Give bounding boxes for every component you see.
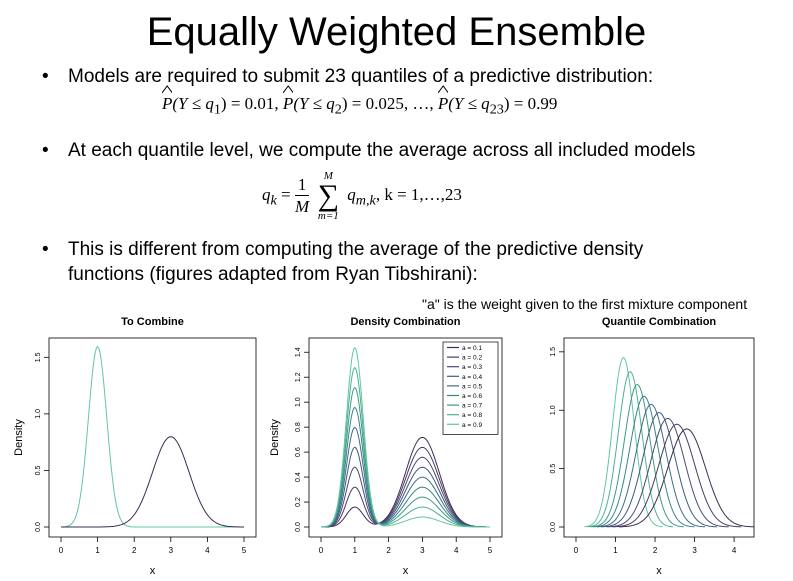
bullet-3-text-line-2: functions (figures adapted from Ryan Tib… <box>68 264 478 285</box>
bullet-marker: • <box>42 66 49 87</box>
chart-panel-1: To Combine 0 1 2 3 4 5 x 0.0 0.5 1.0 1.5 Density <box>13 316 257 577</box>
y-tick-label: 0.0 <box>550 522 557 532</box>
chart-title: To Combine <box>121 316 184 328</box>
mixture-curve-a-0.3 <box>320 456 491 528</box>
quantile-curve-4 <box>593 395 695 528</box>
x-tick-label: 2 <box>386 546 391 555</box>
summation: M ∑ m=1 <box>317 170 340 222</box>
slide-title: Equally Weighted Ensemble <box>146 10 647 54</box>
y-tick-label: 0.4 <box>295 472 302 482</box>
y-tick-label: 0.6 <box>295 447 302 457</box>
legend-entry: a = 0.3 <box>462 364 482 371</box>
y-tick-label: 1.0 <box>295 397 302 407</box>
y-tick-label: 1.5 <box>550 347 557 357</box>
legend-entry: a = 0.4 <box>462 374 482 381</box>
legend-entry: a = 0.6 <box>462 393 482 400</box>
mixture-curve-a-0.8 <box>320 366 490 528</box>
p-hat-1: P <box>162 85 173 114</box>
quantile-curve-3 <box>590 384 684 528</box>
quantile-curve-7 <box>606 417 729 528</box>
x-tick-label: 1 <box>95 546 100 555</box>
legend-entry: a = 0.1 <box>462 345 482 352</box>
legend-entry: a = 0.2 <box>462 355 482 362</box>
y-tick-label: 0.5 <box>550 464 557 474</box>
mixture-curve-a-0.9 <box>320 346 490 528</box>
quantile-curve-5 <box>597 403 706 528</box>
x-tick-label: 0 <box>574 546 579 555</box>
bullet-marker: • <box>42 239 49 260</box>
y-tick-label: 0.8 <box>295 422 302 432</box>
p-hat-3: P <box>437 85 449 114</box>
mixture-curve-a-0.2 <box>320 446 490 528</box>
x-axis-label: x <box>150 565 156 577</box>
x-tick-label: 1 <box>613 546 618 555</box>
plot-frame <box>563 337 755 538</box>
mixture-curve-a-0.6 <box>320 406 491 528</box>
mixture-curve-a-0.5 <box>320 426 490 528</box>
mixture-curve-a-0.1 <box>321 436 491 528</box>
quantile-curve-9 <box>619 428 755 528</box>
y-tick-label: 1.0 <box>550 405 557 415</box>
x-tick-label: 4 <box>205 546 210 555</box>
x-tick-label: 5 <box>488 546 493 555</box>
legend-entry: a = 0.7 <box>462 403 482 410</box>
plot-frame <box>48 337 257 538</box>
x-tick-label: 5 <box>242 546 247 555</box>
x-tick-label: 2 <box>653 546 658 555</box>
y-tick-label: 1.2 <box>295 372 302 382</box>
y-axis-label: Density <box>13 419 25 456</box>
x-tick-label: 0 <box>59 546 64 555</box>
x-tick-label: 3 <box>420 546 425 555</box>
x-axis-label: x <box>403 565 409 577</box>
quantile-curve-2 <box>587 371 673 528</box>
x-tick-label: 1 <box>353 546 358 555</box>
x-axis-label: x <box>656 565 662 577</box>
mixture-curve-a-0.4 <box>320 446 491 528</box>
chart-panel-3: Quantile Combination 0 1 2 3 4 x 0.0 0.5 1.0 1.5 <box>550 316 755 577</box>
mixture-weight-note: "a" is the weight given to the first mix… <box>422 296 748 312</box>
legend-entry: a = 0.8 <box>462 412 482 419</box>
quantile-curve-6 <box>601 412 717 528</box>
density-curve-2 <box>61 436 245 528</box>
p-hat-2: P <box>282 85 294 114</box>
x-tick-label: 3 <box>169 546 174 555</box>
bullet-3-text: This is different from computing the ave… <box>68 239 644 260</box>
y-tick-label: 1.4 <box>295 347 302 357</box>
equation-quantile-probabilities: P(Y ≤ q1) = 0.01, P(Y ≤ q2) = 0.025, …, … <box>162 85 557 118</box>
y-tick-label: 0.2 <box>295 497 302 507</box>
x-tick-label: 2 <box>132 546 137 555</box>
y-tick-label: 0.0 <box>295 522 302 532</box>
mixture-curve-a-0.7 <box>320 386 490 528</box>
density-curve-1 <box>60 345 244 528</box>
legend-entry: a = 0.5 <box>462 383 482 390</box>
bullet-marker: • <box>42 140 49 161</box>
bullet-2-text: At each quantile level, we compute the a… <box>68 140 696 161</box>
quantile-curve-1 <box>584 357 663 528</box>
plot-frame <box>308 337 503 538</box>
x-tick-label: 0 <box>319 546 324 555</box>
chart-title: Quantile Combination <box>602 316 717 328</box>
y-tick-label: 0.0 <box>35 522 42 532</box>
bullet-1-text: Models are required to submit 23 quantil… <box>68 66 654 87</box>
legend-entry: a = 0.9 <box>462 422 482 429</box>
x-tick-label: 4 <box>732 546 737 555</box>
chart-title: Density Combination <box>350 316 460 328</box>
chart-panel-2: Density Combination 0 1 2 3 4 5 x 0.0 0.2 0.4 0.6 0.… <box>269 316 503 577</box>
y-axis-label: Density <box>269 419 281 456</box>
legend: a = 0.1 a = 0.2 a = 0.3 a = 0.4 a = 0.5 a = 0… <box>442 341 499 435</box>
quantile-curve-8 <box>612 423 742 528</box>
y-tick-label: 1.0 <box>35 409 42 419</box>
y-tick-label: 1.5 <box>35 352 42 362</box>
x-tick-label: 3 <box>692 546 697 555</box>
y-tick-label: 0.5 <box>35 465 42 475</box>
x-tick-label: 4 <box>454 546 459 555</box>
